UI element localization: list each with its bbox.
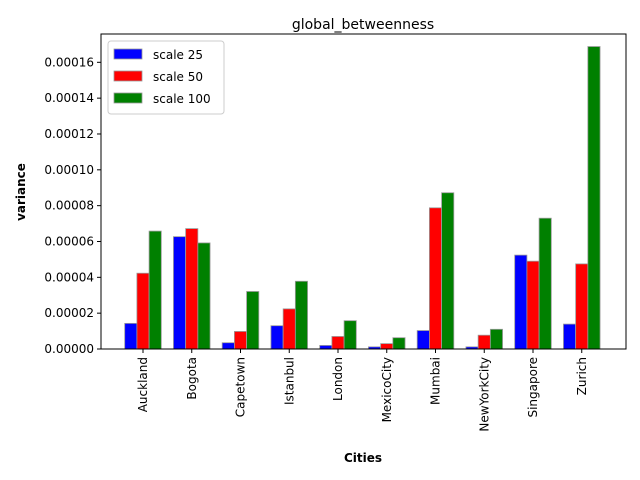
bar-scale-25-capetown bbox=[221, 342, 235, 350]
x-tick-label: Zurich bbox=[575, 357, 589, 395]
bar-scale-25-zurich bbox=[563, 323, 577, 350]
legend-swatch bbox=[113, 70, 143, 82]
bar-scale-50-zurich bbox=[575, 263, 589, 350]
bar-scale-25-istanbul bbox=[270, 325, 284, 350]
bar-scale-100-mumbai bbox=[441, 192, 455, 350]
y-tick-label: 0.00006 bbox=[44, 234, 94, 248]
bar-scale-25-singapore bbox=[514, 254, 528, 350]
y-tick-label: 0.00014 bbox=[44, 91, 94, 105]
bar-scale-50-capetown bbox=[233, 331, 247, 350]
bar-scale-100-istanbul bbox=[294, 280, 308, 350]
bar-scale-50-london bbox=[331, 336, 345, 350]
bar-scale-50-bogota bbox=[185, 228, 199, 350]
bar-scale-50-mexicocity bbox=[380, 343, 394, 350]
legend-swatch bbox=[113, 48, 143, 60]
legend-label: scale 50 bbox=[153, 70, 203, 84]
bar-scale-100-capetown bbox=[246, 291, 260, 350]
bar-scale-50-singapore bbox=[526, 260, 540, 350]
y-tick-label: 0.00016 bbox=[44, 55, 94, 69]
x-tick-label: Auckland bbox=[136, 357, 150, 412]
bars-group bbox=[124, 46, 601, 350]
y-tick-label: 0.00000 bbox=[44, 342, 94, 356]
y-axis-title: variance bbox=[14, 163, 28, 221]
bar-scale-50-auckland bbox=[136, 272, 150, 350]
y-axis: 0.00000 0.00002 0.00004 0.00006 0.00008 0.000… bbox=[44, 55, 101, 356]
y-tick-label: 0.00008 bbox=[44, 199, 94, 213]
y-tick-label: 0.00010 bbox=[44, 163, 94, 177]
x-tick-label: Capetown bbox=[234, 357, 248, 417]
legend-label: scale 100 bbox=[153, 92, 211, 106]
bar-scale-100-singapore bbox=[538, 217, 552, 350]
x-axis-title: Cities bbox=[344, 451, 382, 465]
x-tick-label: Mumbai bbox=[429, 357, 443, 405]
x-tick-label: Istanbul bbox=[282, 357, 296, 405]
x-tick-label: London bbox=[331, 357, 345, 401]
bar-scale-100-auckland bbox=[148, 230, 162, 350]
x-tick-label: Singapore bbox=[526, 357, 540, 418]
x-tick-label: NewYorkCity bbox=[477, 357, 491, 432]
bar-scale-25-auckland bbox=[124, 322, 138, 350]
chart-title: global_betweenness bbox=[292, 17, 434, 33]
bar-scale-25-mumbai bbox=[416, 330, 430, 350]
bar-scale-100-bogota bbox=[197, 242, 211, 350]
legend-swatch bbox=[113, 92, 143, 104]
bar-scale-50-newyorkcity bbox=[477, 334, 491, 350]
y-tick-label: 0.00004 bbox=[44, 270, 94, 284]
bar-scale-100-newyorkcity bbox=[489, 328, 503, 350]
x-tick-label: Bogota bbox=[185, 357, 199, 400]
plot-frame bbox=[100, 33, 627, 350]
bar-scale-100-london bbox=[343, 320, 357, 350]
bar-scale-25-bogota bbox=[173, 236, 187, 350]
legend: scale 25 scale 50 scale 100 bbox=[107, 40, 225, 115]
legend-label: scale 25 bbox=[153, 48, 203, 62]
y-tick-label: 0.00012 bbox=[44, 127, 94, 141]
x-tick-label: MexicoCity bbox=[380, 357, 394, 422]
y-tick-label: 0.00002 bbox=[44, 306, 94, 320]
bar-scale-50-istanbul bbox=[282, 308, 296, 350]
bar-scale-50-mumbai bbox=[428, 207, 442, 350]
bar-scale-100-zurich bbox=[587, 46, 601, 350]
bar-scale-25-london bbox=[319, 345, 333, 350]
x-axis: Auckland Bogota Capetown Istanbul London Mexi… bbox=[136, 349, 589, 432]
bar-scale-100-mexicocity bbox=[392, 337, 406, 350]
